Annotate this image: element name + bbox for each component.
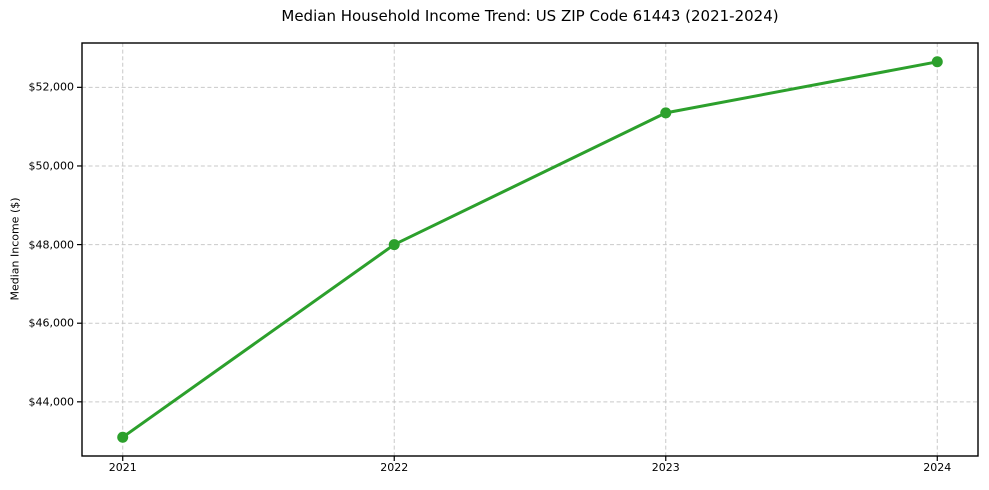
y-tick-label: $50,000	[28, 159, 75, 173]
y-tick-label: $52,000	[28, 80, 75, 94]
y-tick-label: $46,000	[28, 316, 75, 330]
axes-spines	[81, 42, 979, 457]
x-tick-label: 2024	[923, 461, 952, 474]
y-tick-label: $44,000	[28, 395, 75, 409]
y-tick-label: $48,000	[28, 238, 75, 252]
data-point-2023	[660, 107, 672, 119]
x-tick-label: 2023	[651, 461, 680, 474]
x-tick-label: 2022	[380, 461, 409, 474]
data-point-2021	[117, 431, 129, 443]
x-tick-label: 2021	[108, 461, 137, 474]
data-point-2024	[931, 56, 943, 68]
data-point-2022	[388, 239, 400, 251]
chart-title: Median Household Income Trend: US ZIP Co…	[281, 7, 779, 25]
trend-line	[121, 60, 939, 439]
